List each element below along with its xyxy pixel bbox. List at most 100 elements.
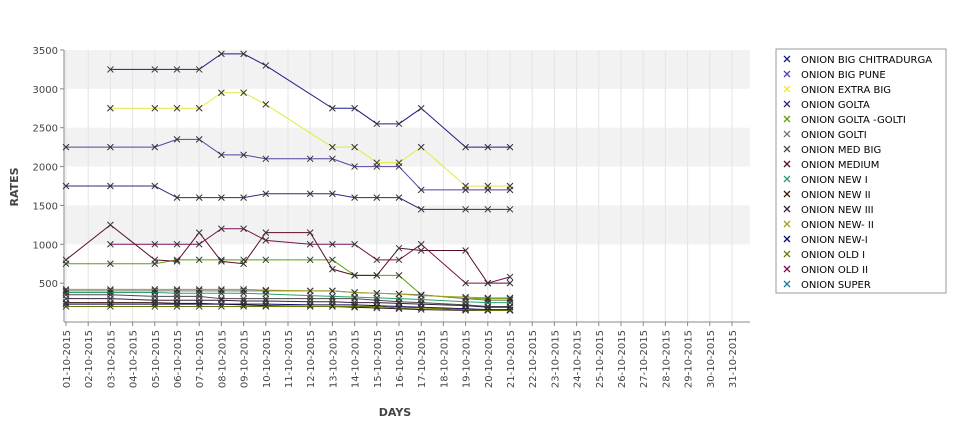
- data-point: [351, 163, 358, 170]
- data-point: [195, 303, 203, 310]
- data-point: [218, 286, 225, 293]
- legend-item: ONION MED BIG: [783, 145, 881, 156]
- legend-label: ONION GOLTI: [801, 130, 867, 141]
- data-point: [484, 306, 492, 314]
- legend-item: ONION NEW I: [783, 175, 868, 186]
- data-point: [351, 104, 358, 112]
- data-point: [329, 190, 336, 198]
- y-tick-label: 2000: [33, 163, 58, 174]
- data-point: [173, 194, 181, 202]
- data-point: [107, 295, 114, 303]
- data-point: [218, 89, 225, 97]
- data-point: [195, 66, 203, 73]
- legend-item: ONION NEW- II: [783, 220, 874, 231]
- data-point: [151, 66, 159, 73]
- data-point: [351, 194, 358, 202]
- data-point: [329, 240, 336, 248]
- legend-marker: [783, 130, 791, 138]
- x-tick-label: 28-10-2015: [661, 330, 672, 388]
- legend-item: ONION SUPER: [783, 280, 871, 291]
- data-point: [218, 258, 225, 265]
- legend-marker: [783, 145, 791, 153]
- data-point: [395, 120, 403, 128]
- series-line: [110, 228, 511, 284]
- x-axis-title: DAYS: [379, 406, 412, 419]
- legend-marker: [783, 70, 791, 78]
- y-tick-label: 2500: [33, 124, 58, 135]
- legend-item: ONION OLD I: [783, 250, 865, 261]
- data-point: [62, 295, 70, 303]
- legend-marker: [783, 190, 791, 198]
- legend-item: ONION GOLTA: [783, 100, 870, 111]
- data-point: [329, 104, 336, 112]
- data-point: [506, 279, 514, 287]
- legend-label: ONION SUPER: [801, 280, 871, 291]
- x-tick-label: 09-10-2015: [240, 330, 251, 388]
- legend-marker: [783, 265, 791, 273]
- data-point: [262, 286, 270, 294]
- legend-item: ONION BIG PUNE: [783, 70, 886, 81]
- vertical-gridlines: [65, 50, 733, 322]
- data-point: [240, 225, 247, 233]
- data-point: [240, 89, 247, 97]
- data-point: [173, 256, 181, 264]
- data-point: [417, 247, 425, 254]
- data-point: [417, 292, 425, 299]
- data-point: [240, 260, 247, 268]
- legend-marker: [783, 160, 791, 168]
- legend-item: ONION EXTRA BIG: [783, 85, 891, 96]
- x-tick-label: 24-10-2015: [573, 330, 584, 388]
- legend-marker: [783, 85, 791, 93]
- data-point: [107, 221, 114, 229]
- data-point: [306, 190, 314, 198]
- data-point: [351, 303, 358, 310]
- legend-label: ONION NEW- II: [801, 220, 874, 231]
- x-tick-label: 04-10-2015: [129, 330, 140, 388]
- data-point: [462, 205, 469, 213]
- legend-marker: [783, 280, 791, 288]
- legend-item: ONION NEW III: [783, 205, 874, 216]
- data-point: [173, 286, 181, 293]
- grid-band: [64, 127, 750, 167]
- x-tick-label: 02-10-2015: [84, 330, 95, 388]
- data-point: [62, 182, 70, 190]
- data-point: [107, 66, 114, 73]
- data-point: [395, 290, 403, 298]
- series-onion-golta: [62, 182, 514, 213]
- data-point: [351, 272, 358, 279]
- x-tick-label: 29-10-2015: [684, 330, 695, 388]
- x-tick-label: 15-10-2015: [373, 330, 384, 388]
- data-point: [218, 194, 225, 202]
- data-point: [151, 240, 159, 248]
- y-tick-label: 500: [39, 279, 58, 290]
- data-point: [195, 194, 203, 202]
- data-point: [173, 258, 181, 265]
- data-point: [107, 182, 114, 190]
- data-point: [462, 305, 469, 313]
- legend-marker: [783, 55, 791, 63]
- legend-box: [775, 48, 947, 294]
- legend-item: ONION NEW-I: [783, 235, 868, 246]
- data-point: [417, 205, 425, 213]
- x-tick-label: 30-10-2015: [706, 330, 717, 388]
- data-point: [262, 62, 270, 69]
- data-point: [395, 159, 403, 167]
- data-point: [306, 240, 314, 248]
- data-point: [462, 143, 469, 151]
- data-point: [306, 287, 314, 295]
- data-point: [218, 225, 225, 233]
- legend-marker: [783, 220, 791, 228]
- data-point: [306, 303, 314, 310]
- data-point: [240, 297, 247, 305]
- legend-label: ONION NEW II: [801, 190, 871, 201]
- legend-item: ONION GOLTA -GOLTI: [783, 115, 906, 126]
- data-point: [506, 182, 514, 190]
- data-point: [462, 306, 469, 313]
- data-point: [395, 272, 403, 279]
- data-point: [195, 104, 203, 112]
- series-layer: [62, 50, 514, 314]
- data-point: [151, 256, 159, 264]
- data-point: [351, 143, 358, 151]
- data-point: [262, 256, 270, 264]
